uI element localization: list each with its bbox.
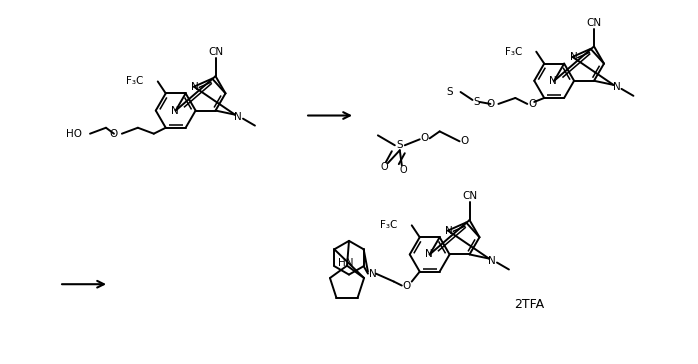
Text: N: N xyxy=(234,112,242,122)
Text: N: N xyxy=(369,269,377,278)
Text: O: O xyxy=(461,136,468,146)
Text: CN: CN xyxy=(208,47,223,58)
Text: CN: CN xyxy=(586,17,602,28)
Text: F₃C: F₃C xyxy=(126,76,144,87)
Text: S: S xyxy=(446,87,452,97)
Text: O: O xyxy=(528,99,536,109)
Text: O: O xyxy=(380,162,387,172)
Text: N: N xyxy=(171,106,179,115)
Text: O: O xyxy=(400,165,408,175)
Text: N: N xyxy=(191,82,199,92)
Text: O: O xyxy=(421,133,429,143)
Text: N: N xyxy=(425,249,433,260)
Text: O: O xyxy=(403,281,411,290)
Text: F₃C: F₃C xyxy=(380,220,398,230)
Text: O: O xyxy=(110,129,118,139)
Text: N: N xyxy=(488,256,496,266)
Text: O: O xyxy=(487,99,494,109)
Text: 2TFA: 2TFA xyxy=(514,297,544,310)
Text: CN: CN xyxy=(462,191,477,201)
Text: HN: HN xyxy=(339,258,354,268)
Text: S: S xyxy=(396,140,403,150)
Text: HO: HO xyxy=(66,129,82,139)
Text: N: N xyxy=(570,52,577,62)
Text: F₃C: F₃C xyxy=(505,47,522,57)
Text: N: N xyxy=(445,226,453,236)
Text: S: S xyxy=(473,97,480,107)
Text: N: N xyxy=(613,82,621,92)
Text: N: N xyxy=(549,76,557,86)
